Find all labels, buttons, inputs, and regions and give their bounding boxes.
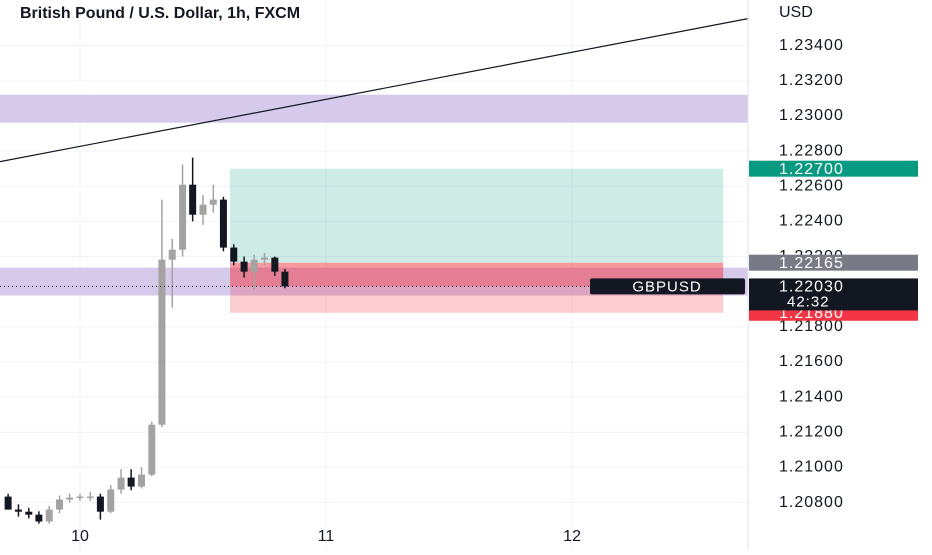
candle-body bbox=[240, 261, 248, 272]
chart-title: British Pound / U.S. Dollar, 1h, FXCM bbox=[20, 5, 300, 22]
candle-body bbox=[271, 257, 279, 272]
candle-layer bbox=[4, 157, 289, 524]
y-tick-label: 1.23000 bbox=[779, 107, 844, 124]
position-target bbox=[230, 168, 724, 263]
candle-body bbox=[35, 514, 43, 522]
zone bbox=[0, 94, 748, 123]
x-tick-label: 11 bbox=[318, 528, 335, 545]
price-badge-label: 1.22700 bbox=[779, 161, 844, 178]
candle-body bbox=[158, 259, 166, 425]
symbol-label: GBPUSD bbox=[632, 278, 701, 295]
last-price-badge bbox=[749, 278, 918, 311]
last-price-label: 1.22030 bbox=[779, 279, 844, 296]
candle-body bbox=[189, 184, 197, 215]
candle-body bbox=[261, 257, 269, 260]
axis-layer: 1.20800 1.21000 1.21200 1.21400 1.21600 1.218… bbox=[71, 37, 918, 545]
price-badge bbox=[749, 254, 918, 271]
trendline bbox=[0, 18, 749, 163]
candle-body bbox=[209, 199, 217, 205]
overlay-layer: GBPUSD bbox=[0, 18, 749, 295]
candle-body bbox=[117, 477, 125, 490]
y-tick-label: 1.21800 bbox=[779, 318, 844, 335]
price-badge bbox=[749, 160, 918, 177]
candle-body bbox=[86, 496, 94, 499]
y-tick-label: 1.22600 bbox=[779, 177, 844, 194]
y-tick-label: 1.23400 bbox=[779, 37, 844, 54]
candle-body bbox=[219, 199, 227, 248]
x-tick-label: 10 bbox=[71, 528, 89, 545]
candle-body bbox=[4, 496, 12, 510]
y-tick-label: 1.23200 bbox=[779, 72, 844, 89]
x-tick-label: 12 bbox=[563, 528, 581, 545]
candle-body bbox=[96, 496, 104, 512]
candle-body bbox=[107, 489, 115, 512]
candle-body bbox=[148, 424, 156, 475]
candle-body bbox=[45, 509, 53, 522]
y-tick-label: 1.21000 bbox=[779, 459, 844, 476]
y-tick-label: 1.20800 bbox=[779, 494, 844, 511]
candle-body bbox=[14, 509, 22, 512]
y-axis-label: USD bbox=[779, 4, 813, 21]
candle-body bbox=[66, 497, 74, 500]
symbol-badge bbox=[590, 278, 745, 295]
candle-body bbox=[230, 247, 238, 262]
y-tick-label: 1.22800 bbox=[779, 142, 844, 159]
candle-body bbox=[250, 259, 258, 272]
candle-body bbox=[127, 477, 135, 487]
y-tick-label: 1.21600 bbox=[779, 353, 844, 370]
candle-body bbox=[168, 249, 176, 260]
y-tick-label: 1.21200 bbox=[779, 423, 844, 440]
candle-body bbox=[179, 184, 187, 250]
y-tick-label: 1.22400 bbox=[779, 213, 844, 230]
candle-body bbox=[281, 271, 289, 287]
candle-body bbox=[199, 204, 207, 215]
countdown-label: 42:32 bbox=[787, 293, 830, 310]
candle-body bbox=[137, 474, 145, 487]
price-badge-label: 1.22165 bbox=[779, 255, 844, 272]
y-tick-label: 1.21400 bbox=[779, 388, 844, 405]
candle-body bbox=[25, 511, 33, 515]
candle-body bbox=[56, 499, 64, 510]
candle-body bbox=[76, 496, 84, 499]
